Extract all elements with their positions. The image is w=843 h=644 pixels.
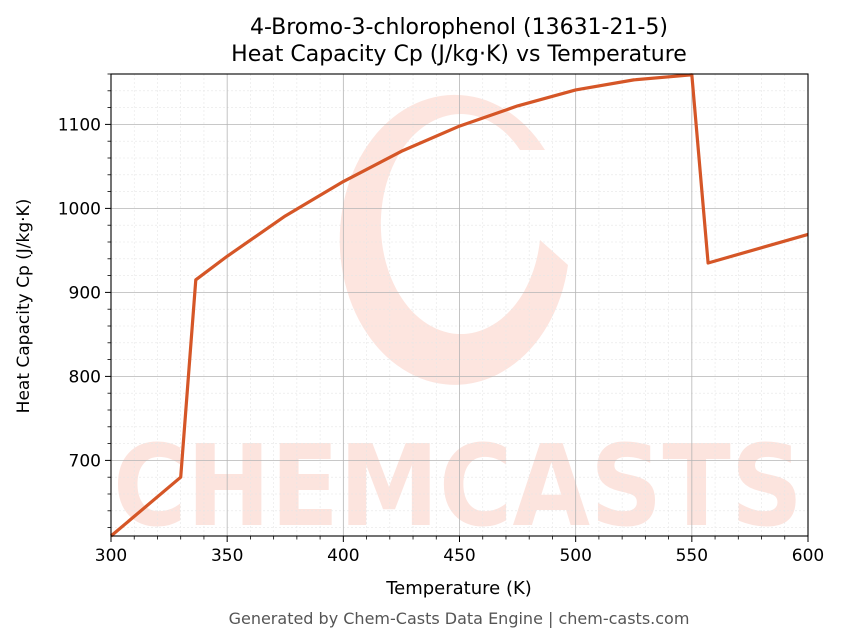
y-tick-label: 1000: [58, 199, 101, 219]
series-line: [109, 73, 809, 538]
x-tick-label: 550: [676, 546, 708, 566]
x-tick-label: 300: [95, 546, 127, 566]
y-tick-label: 700: [69, 451, 101, 471]
y-tick-label: 800: [69, 367, 101, 387]
x-tick-label: 600: [792, 546, 824, 566]
y-tick-label: 1100: [58, 115, 101, 135]
series-layer: [109, 73, 809, 538]
watermark-text: CHEMCASTS: [113, 422, 803, 552]
chart-title-line2: Heat Capacity Cp (J/kg·K) vs Temperature: [231, 42, 687, 67]
x-tick-label: 400: [327, 546, 359, 566]
footer-credit: Generated by Chem-Casts Data Engine | ch…: [229, 609, 690, 628]
x-tick-label: 350: [211, 546, 243, 566]
x-tick-label: 450: [443, 546, 475, 566]
x-tick-label: 500: [559, 546, 591, 566]
y-axis-label: Heat Capacity Cp (J/kg·K): [14, 199, 34, 414]
chart-title-line1: 4-Bromo-3-chlorophenol (13631-21-5): [250, 15, 668, 40]
x-axis-label: Temperature (K): [385, 578, 532, 599]
y-tick-label: 900: [69, 283, 101, 303]
axis-ticks: 300 350 400 450 500 550 600 700 800 900 1000 1100: [58, 73, 824, 566]
